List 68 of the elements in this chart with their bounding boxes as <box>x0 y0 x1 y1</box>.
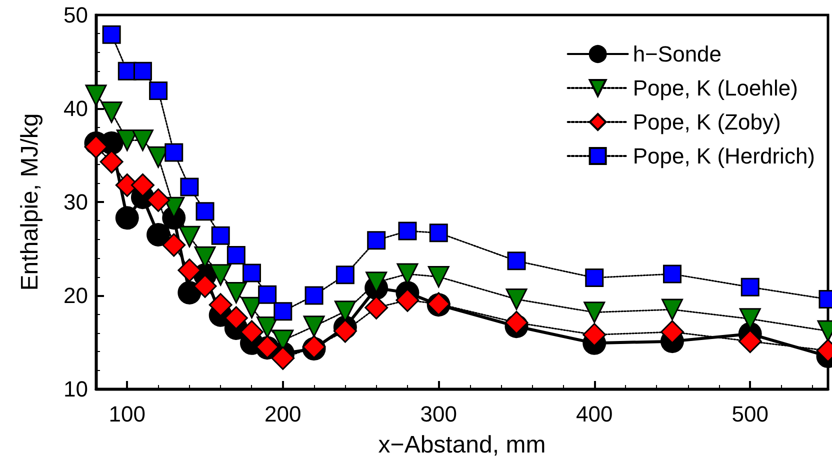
point <box>132 130 154 152</box>
point <box>146 222 170 246</box>
point <box>146 188 170 212</box>
point <box>196 202 214 221</box>
x-tick-label: 100 <box>108 402 146 426</box>
point <box>256 316 278 338</box>
point <box>585 268 604 287</box>
point <box>663 264 682 284</box>
point <box>208 293 232 317</box>
point <box>738 330 762 354</box>
point <box>224 306 248 330</box>
point <box>100 150 124 174</box>
x-tick-label: 400 <box>576 402 613 426</box>
legend-label: Pope, K (Herdrich) <box>632 144 816 168</box>
point <box>428 266 450 288</box>
point <box>660 320 684 344</box>
point <box>133 62 152 80</box>
point <box>225 282 247 304</box>
legend-label: Pope, K (Zoby) <box>632 110 781 134</box>
y-axis-title: Enthalpie, MJ/kg <box>16 113 44 291</box>
point <box>504 310 528 334</box>
point <box>226 246 246 265</box>
point <box>100 101 122 123</box>
x-axis-title: x−Abstand, mm <box>378 432 546 458</box>
y-tick-label: 30 <box>64 190 88 214</box>
point <box>178 280 202 304</box>
point <box>333 319 357 343</box>
point <box>130 173 154 197</box>
legend-label: h−Sonde <box>632 42 722 66</box>
point <box>180 178 199 196</box>
y-tick-label: 50 <box>64 2 88 28</box>
point <box>507 252 526 270</box>
point <box>84 135 108 159</box>
legend-label: Pope, K (Loehle) <box>632 76 798 100</box>
y-tick-label: 40 <box>64 96 88 121</box>
x-tick-label: 500 <box>732 402 768 426</box>
point <box>178 226 200 248</box>
point <box>740 278 760 296</box>
point <box>178 258 202 282</box>
point <box>336 266 354 284</box>
point <box>396 288 420 312</box>
point <box>271 346 295 370</box>
point <box>242 264 261 282</box>
point <box>102 25 121 44</box>
x-tick-label: 300 <box>420 402 457 426</box>
point <box>582 323 606 347</box>
point <box>211 226 230 245</box>
point <box>364 296 388 320</box>
point <box>584 302 606 324</box>
point <box>115 206 139 230</box>
point <box>662 298 684 320</box>
y-tick-label: 10 <box>64 376 88 402</box>
point <box>258 285 277 304</box>
point <box>240 320 264 344</box>
point <box>506 288 528 310</box>
x-tick-label: 200 <box>264 402 302 426</box>
point <box>149 81 168 100</box>
point <box>162 233 186 257</box>
point <box>398 222 417 240</box>
point <box>304 286 324 305</box>
point <box>429 224 448 242</box>
point <box>303 316 325 338</box>
point <box>193 274 217 298</box>
point <box>274 302 292 321</box>
point <box>367 231 386 250</box>
point <box>164 143 184 162</box>
y-tick-label: 20 <box>64 283 88 308</box>
point <box>210 264 232 286</box>
